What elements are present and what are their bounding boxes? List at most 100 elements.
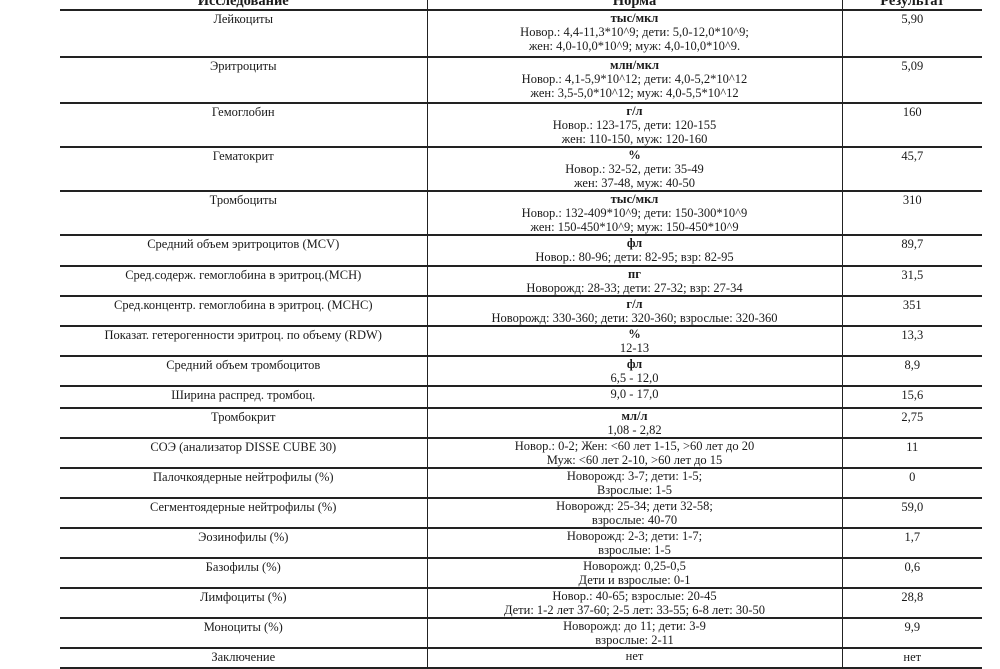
table-row: Гемоглобин г/л Новор.: 123-175, дети: 120-… (60, 103, 982, 148)
test-name: Эозинофилы (%) (60, 528, 427, 559)
norm-unit: тыс/мкл (610, 192, 659, 206)
norm-cell: Новор.: 0-2; Жен: <60 лет 1-15, >60 лет … (426, 438, 843, 469)
table-row: Сред.содерж. гемоглобина в эритроц.(MCH)… (60, 266, 982, 297)
test-name: Сегментоядерные нейтрофилы (%) (60, 498, 427, 529)
norm-unit: г/л (626, 104, 643, 118)
header-result: Результат (842, 0, 982, 11)
test-name: Лимфоциты (%) (60, 588, 427, 619)
table-row: Средний объем эритроцитов (MCV) фл Новор.:… (60, 235, 982, 267)
test-name: Показат. гетерогенности эритроц. по объе… (60, 326, 427, 357)
norm-range: Взрослые: 1-5 (596, 483, 673, 497)
norm-cell: г/л Новорожд: 330-360; дети: 320-360; взр… (426, 296, 843, 327)
test-name: Средний объем эритроцитов (MCV) (60, 235, 427, 267)
norm-range: Муж: <60 лет 2-10, >60 лет до 15 (546, 453, 723, 467)
norm-unit: г/л (626, 297, 643, 311)
norm-range: Дети и взрослые: 0-1 (578, 573, 691, 587)
result-value: 2,75 (842, 408, 982, 439)
result-value: 160 (842, 103, 982, 148)
result-value: 89,7 (842, 235, 982, 267)
table-row: Показат. гетерогенности эритроц. по объе… (60, 326, 982, 357)
result-value: 0 (842, 468, 982, 499)
result-value: 310 (842, 191, 982, 236)
result-value: 5,09 (842, 57, 982, 104)
norm-range: Новорожд: 2-3; дети: 1-7; (566, 529, 703, 543)
norm-range: нет (625, 649, 644, 663)
result-value: 28,8 (842, 588, 982, 619)
table-header-row: Исследование Норма Результат (60, 0, 982, 11)
table-row: Лимфоциты (%) Новор.: 40-65; взрослые: 20… (60, 588, 982, 619)
table-row: Лейкоциты тыс/мкл Новор.: 4,4-11,3*10^9; д… (60, 10, 982, 58)
norm-range: взрослые: 40-70 (591, 513, 678, 527)
norm-range: Новор.: 40-65; взрослые: 20-45 (552, 589, 717, 603)
result-value: 1,7 (842, 528, 982, 559)
table-row: Заключение нет нет (60, 648, 982, 669)
table-row: Палочкоядерные нейтрофилы (%) Новорожд: 3… (60, 468, 982, 499)
norm-cell: Новорожд: до 11; дети: 3-9 взрослые: 2-11 (426, 618, 843, 649)
result-value: 15,6 (842, 386, 982, 409)
norm-range: 1,08 - 2,82 (607, 423, 662, 437)
test-name: Палочкоядерные нейтрофилы (%) (60, 468, 427, 499)
test-name: Гемоглобин (60, 103, 427, 148)
norm-unit: тыс/мкл (610, 11, 659, 25)
norm-range: 9,0 - 17,0 (610, 387, 659, 401)
result-value: 351 (842, 296, 982, 327)
norm-cell: мл/л 1,08 - 2,82 (426, 408, 843, 439)
norm-range: Новорожд: до 11; дети: 3-9 (563, 619, 706, 633)
norm-cell: Новорожд: 25-34; дети 32-58; взрослые: 40… (426, 498, 843, 529)
norm-unit: % (628, 148, 641, 162)
test-name: Тромбокрит (60, 408, 427, 439)
table-row: Тромбоциты тыс/мкл Новор.: 132-409*10^9; д… (60, 191, 982, 236)
test-name: СОЭ (анализатор DISSE CUBE 30) (60, 438, 427, 469)
table-row: Гематокрит% Новор.: 32-52, дети: 35-49 жен… (60, 147, 982, 192)
norm-cell: Новор.: 40-65; взрослые: 20-45 Дети: 1-2 … (426, 588, 843, 619)
norm-range: жен: 110-150, муж: 120-160 (561, 132, 708, 146)
norm-range: Новорожд: 25-34; дети 32-58; (556, 499, 713, 513)
norm-unit: % (628, 327, 641, 341)
norm-cell: фл 6,5 - 12,0 (426, 356, 843, 387)
header-norm: Норма (426, 0, 843, 11)
table-row: Тромбокрит мл/л 1,08 - 2,82 2,75 (60, 408, 982, 439)
norm-unit: мл/л (621, 409, 648, 423)
table-row: Эритроциты млн/мкл Новор.: 4,1-5,9*10^12; … (60, 57, 982, 104)
table-row: Базофилы (%) Новорожд: 0,25-0,5 Дети и взр… (60, 558, 982, 589)
norm-cell: % Новор.: 32-52, дети: 35-49 жен: 37-48, м… (426, 147, 843, 192)
norm-range: жен: 150-450*10^9; муж: 150-450*10^9 (530, 220, 739, 234)
norm-range: Новор.: 4,4-11,3*10^9; дети: 5,0-12,0*10… (520, 25, 749, 39)
norm-cell: г/л Новор.: 123-175, дети: 120-155 жен: 11… (426, 103, 843, 148)
result-value: 45,7 (842, 147, 982, 192)
norm-range: Новорожд: 0,25-0,5 (583, 559, 686, 573)
norm-range: Новор.: 132-409*10^9; дети: 150-300*10^9 (521, 206, 748, 220)
test-name: Сред.содерж. гемоглобина в эритроц.(MCH) (60, 266, 427, 297)
result-value: 11 (842, 438, 982, 469)
norm-cell: тыс/мкл Новор.: 132-409*10^9; дети: 150-3… (426, 191, 843, 236)
norm-cell: тыс/мкл Новор.: 4,4-11,3*10^9; дети: 5,0-… (426, 10, 843, 58)
test-name: Эритроциты (60, 57, 427, 104)
table-body: Лейкоциты тыс/мкл Новор.: 4,4-11,3*10^9; д… (60, 10, 982, 669)
test-name: Тромбоциты (60, 191, 427, 236)
result-value: 8,9 (842, 356, 982, 387)
result-value: 13,3 (842, 326, 982, 357)
test-name: Заключение (60, 648, 427, 669)
norm-range: жен: 3,5-5,0*10^12; муж: 4,0-5,5*10^12 (530, 86, 739, 100)
norm-cell: пг Новорожд: 28-33; дети: 27-32; взр: 27-… (426, 266, 843, 297)
norm-range: жен: 37-48, муж: 40-50 (573, 176, 696, 190)
table-row: Сегментоядерные нейтрофилы (%) Новорожд: … (60, 498, 982, 529)
norm-range: Новор.: 123-175, дети: 120-155 (552, 118, 717, 132)
test-name: Ширина распред. тромбоц. (60, 386, 427, 409)
norm-range: жен: 4,0-10,0*10^9; муж: 4,0-10,0*10^9. (528, 39, 741, 53)
norm-range: Новорожд: 330-360; дети: 320-360; взросл… (491, 311, 778, 325)
result-value: 9,9 (842, 618, 982, 649)
norm-range: взрослые: 1-5 (598, 543, 671, 557)
norm-range: 6,5 - 12,0 (610, 371, 659, 385)
table-row: СОЭ (анализатор DISSE CUBE 30) Новор.: 0-… (60, 438, 982, 469)
norm-cell: Новорожд: 0,25-0,5 Дети и взрослые: 0-1 (426, 558, 843, 589)
norm-range: Новор.: 80-96; дети: 82-95; взр: 82-95 (535, 250, 734, 264)
test-name: Моноциты (%) (60, 618, 427, 649)
table-row: Ширина распред. тромбоц. 9,0 - 17,0 15,6 (60, 386, 982, 409)
test-name: Гематокрит (60, 147, 427, 192)
norm-range: Дети: 1-2 лет 37-60; 2-5 лет: 33-55; 6-8… (503, 603, 766, 617)
norm-cell: млн/мкл Новор.: 4,1-5,9*10^12; дети: 4,0-… (426, 57, 843, 104)
norm-unit: пг (628, 267, 641, 281)
norm-range: Новор.: 0-2; Жен: <60 лет 1-15, >60 лет … (514, 439, 755, 453)
norm-range: взрослые: 2-11 (595, 633, 674, 647)
